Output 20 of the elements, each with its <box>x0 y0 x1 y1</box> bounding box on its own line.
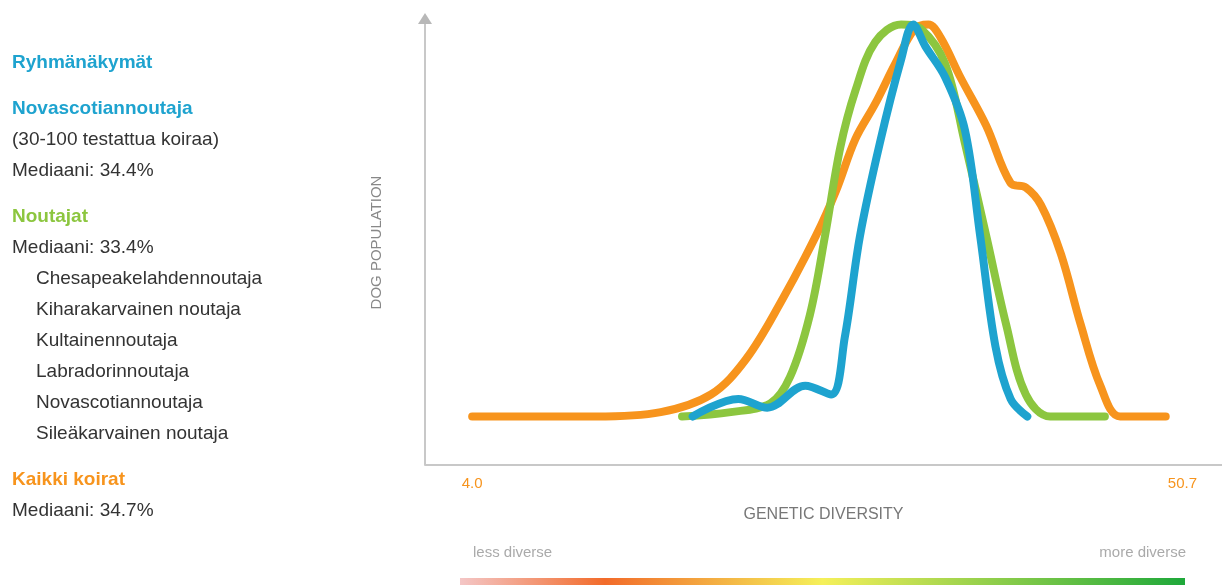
text: Chesapeakelahdennoutaja <box>35 266 263 290</box>
y-axis-title: DOG POPULATION <box>366 175 384 310</box>
text: Mediaani: 34.7% <box>12 498 155 522</box>
text: Kiharakarvainen noutaja <box>35 297 242 321</box>
text: (30-100 testattua koiraa) <box>12 127 220 151</box>
text: Novascotiannoutaja <box>35 390 204 414</box>
text: Mediaani: 34.4% <box>12 158 155 182</box>
text: Novascotiannoutaja <box>12 96 194 120</box>
x-tick-label: 4.0 <box>461 474 483 491</box>
text: Sileäkarvainen noutaja <box>35 421 230 445</box>
text: Kultainennoutaja <box>35 328 179 352</box>
x-tick-label: 50.7 <box>1167 474 1198 491</box>
text: Labradorinnoutaja <box>35 359 191 383</box>
text: more diverse <box>1099 543 1186 560</box>
legend-title: Ryhmänäkymät <box>12 50 154 74</box>
x-axis-title: GENETIC DIVERSITY <box>743 504 904 522</box>
text: less diverse <box>473 543 553 560</box>
text: Noutajat <box>12 204 89 228</box>
text: Kaikki koirat <box>12 467 126 491</box>
text: Mediaani: 33.4% <box>12 235 155 259</box>
